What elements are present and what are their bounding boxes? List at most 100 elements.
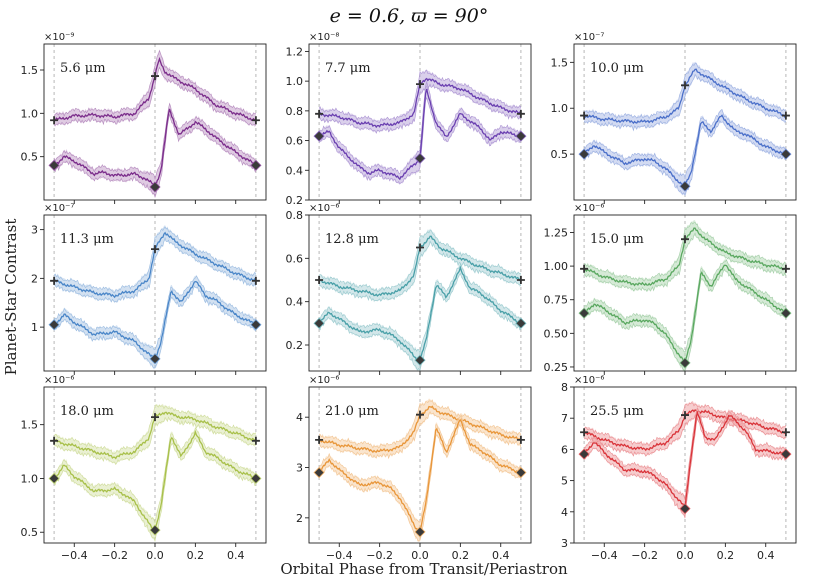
band-edge — [53, 437, 257, 542]
plus-marker — [416, 410, 424, 419]
plus-marker — [416, 80, 424, 89]
band-edge — [53, 102, 257, 180]
band-edge — [54, 416, 257, 465]
plus-marker — [516, 276, 525, 284]
y-tick-label: 3 — [561, 537, 568, 550]
band-edge — [53, 66, 257, 126]
diamond-marker — [515, 130, 527, 142]
diamond-marker — [313, 317, 325, 329]
panel-3: 1 2 3 ×10⁻⁷ 11.3 μm — [31, 203, 267, 375]
plus-marker — [681, 235, 689, 244]
plus-marker — [516, 109, 525, 118]
y-tick-label: 8 — [561, 381, 568, 394]
y-tick-label: 0.6 — [286, 252, 304, 265]
diamond-marker — [250, 319, 262, 331]
axis-multiplier: ×10⁻⁷ — [44, 203, 74, 214]
plus-marker — [50, 436, 59, 445]
y-tick-label: 0.2 — [286, 339, 304, 352]
band-edge — [53, 236, 257, 303]
y-tick-label: 1.0 — [21, 107, 39, 120]
wavelength-label: 10.0 μm — [590, 61, 644, 76]
axis-multiplier: ×10⁻⁸ — [309, 32, 339, 43]
x-tick-label: 0.4 — [757, 549, 775, 562]
uncertainty-band-lower — [54, 102, 256, 199]
band-edge — [53, 427, 256, 523]
band-edge — [53, 49, 257, 117]
diamond-marker — [780, 307, 792, 319]
y-tick-label: 1.25 — [544, 226, 569, 239]
uncertainty-band-upper — [54, 49, 256, 127]
band-edge — [583, 402, 787, 447]
wavelength-label: 25.5 μm — [590, 404, 644, 419]
band-edge — [318, 424, 522, 541]
band-edge — [583, 109, 787, 179]
y-axis-label: Planet-Star Contrast — [2, 219, 20, 376]
band-edge — [583, 73, 787, 132]
x-tick-label: −0.2 — [101, 549, 128, 562]
plus-marker — [781, 111, 790, 120]
band-edge — [318, 272, 521, 372]
y-tick-label: 5 — [561, 475, 568, 488]
uncertainty-band-upper — [319, 228, 521, 303]
plus-marker — [681, 81, 689, 90]
diamond-marker — [414, 526, 426, 538]
plus-marker — [151, 245, 159, 254]
diamond-marker — [578, 148, 590, 160]
y-tick-label: 0.50 — [544, 327, 569, 340]
y-tick-label: 0.5 — [21, 526, 39, 539]
y-tick-label: 1.2 — [286, 45, 304, 58]
y-tick-label: 1.00 — [544, 260, 569, 273]
plus-marker — [315, 435, 324, 444]
diamond-marker — [250, 472, 262, 485]
uncertainty-band-upper — [319, 398, 521, 459]
axis-multiplier: ×10⁻⁶ — [309, 375, 339, 386]
panel-8: 3 4 5 6 7 8 −0.4 −0.2 0.0 0.2 0.4 ×10⁻⁶ 25.5 μm — [561, 375, 797, 562]
band-edge — [318, 230, 522, 293]
diamond-marker — [313, 466, 325, 479]
diamond-marker — [149, 181, 161, 193]
uncertainty-band-lower — [319, 414, 521, 543]
x-axis-label: Orbital Phase from Transit/Periastron — [280, 560, 568, 578]
band-edge — [583, 407, 787, 501]
band-edge — [53, 113, 257, 198]
band-edge — [318, 240, 522, 302]
plus-marker — [315, 109, 324, 118]
plus-marker — [151, 72, 159, 81]
uncertainty-band-lower — [54, 426, 256, 543]
y-tick-label: 1.5 — [21, 64, 39, 77]
panel-4: 0.2 0.4 0.6 0.8 ×10⁻⁶ 12.8 μm — [286, 203, 532, 375]
y-tick-label: 2 — [31, 272, 38, 285]
plus-marker — [251, 276, 260, 285]
y-tick-label: 0.6 — [286, 135, 304, 148]
x-tick-label: 0.4 — [227, 549, 245, 562]
band-edge — [318, 70, 522, 124]
y-tick-label: 0.25 — [544, 361, 569, 374]
axis-multiplier: ×10⁻⁹ — [44, 32, 74, 43]
diamond-marker — [679, 180, 691, 192]
y-tick-label: 4 — [296, 411, 303, 424]
diamond-marker — [679, 503, 691, 515]
y-tick-label: 0.2 — [286, 194, 304, 207]
band-edge — [583, 119, 786, 196]
axis-multiplier: ×10⁻⁶ — [44, 375, 74, 386]
y-tick-label: 1.0 — [286, 75, 304, 88]
band-edge — [319, 399, 522, 449]
band-edge — [53, 404, 257, 455]
axis-multiplier: ×10⁻⁷ — [574, 32, 604, 43]
plus-marker — [251, 436, 260, 445]
band-edge — [583, 232, 787, 292]
panel-1: 0.2 0.4 0.6 0.8 1.0 1.2 ×10⁻⁸ 7.7 μm — [286, 32, 532, 207]
axis-multiplier: ×10⁻⁶ — [309, 203, 339, 214]
plus-marker — [580, 264, 589, 273]
diamond-marker — [679, 357, 691, 369]
band-edge — [318, 415, 522, 523]
y-tick-label: 1 — [31, 321, 38, 334]
diamond-marker — [578, 307, 590, 319]
diamond-marker — [48, 319, 60, 331]
x-tick-label: −0.4 — [61, 549, 88, 562]
plus-marker — [251, 116, 260, 125]
panel-7: 2 3 4 −0.4 −0.2 0.0 0.2 0.4 ×10⁻⁶ 21.0 μm — [296, 375, 532, 562]
diamond-marker — [250, 159, 262, 171]
panel-2: 0.5 1.0 1.5 ×10⁻⁷ 10.0 μm — [551, 32, 797, 204]
y-tick-label: 0.5 — [551, 148, 569, 161]
